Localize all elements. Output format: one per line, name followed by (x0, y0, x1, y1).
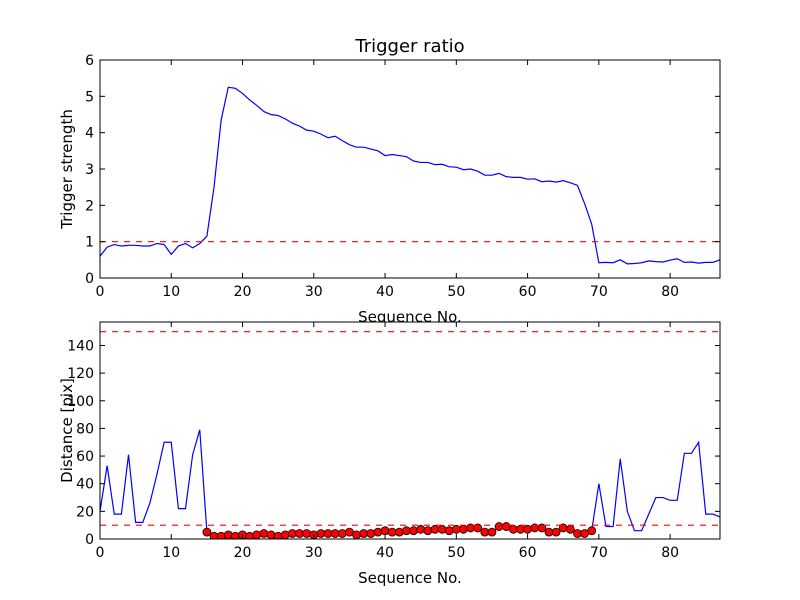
chart-2-data-point (259, 529, 269, 538)
chart-1-x-tick-label: 80 (661, 284, 679, 300)
chart-2-data-point (280, 530, 290, 539)
chart-2-data-point (459, 524, 468, 534)
chart-2-data-point (380, 526, 390, 536)
chart-1-y-tick-label: 0 (85, 271, 94, 287)
chart-1-x-tick-label: 20 (234, 284, 252, 300)
chart-2-data-point (266, 530, 276, 539)
chart-1-x-tick-label: 60 (519, 284, 537, 300)
chart-1-y-tick-label: 3 (85, 162, 94, 178)
chart-2-x-tick-label: 10 (162, 545, 180, 561)
chart-2-data-point (537, 523, 547, 533)
chart-2-x-tick-label: 0 (96, 545, 105, 561)
chart-1-plot-area (100, 60, 720, 278)
chart-1-y-tick-label: 1 (85, 235, 94, 251)
chart-2-x-tick-label: 20 (234, 545, 252, 561)
chart-2-y-tick-label: 0 (85, 532, 94, 548)
chart-2-data-point (587, 526, 597, 536)
chart-1-y-tick-label: 5 (85, 89, 94, 105)
chart-2-x-tick-label: 40 (376, 545, 394, 561)
chart-2-y-tick-label: 60 (76, 449, 94, 465)
chart-1-y-tick-label: 2 (85, 198, 94, 214)
chart-1-x-tick-label: 70 (590, 284, 608, 300)
chart-2-data-point (252, 530, 262, 539)
chart-2-data-point (523, 524, 532, 534)
chart-2-y-tick-label: 80 (76, 421, 94, 437)
chart-2-data-point (437, 524, 447, 534)
chart-1-x-tick-label: 10 (162, 284, 180, 300)
chart-2-data-point (373, 527, 383, 537)
chart-2-x-tick-label: 50 (447, 545, 465, 561)
chart-1-y-tick-label: 4 (85, 126, 94, 142)
chart-2-data-point (394, 527, 404, 537)
chart-2-data-point (366, 529, 376, 538)
chart-2-frame (99, 321, 721, 540)
chart-1-series-group (100, 86, 720, 265)
chart-2-y-tick-label: 100 (67, 394, 94, 410)
chart-2-x-axis-label: Sequence No. (358, 569, 462, 587)
chart-2-y-tick-label: 120 (67, 366, 94, 382)
chart-2-plot-area (100, 322, 720, 539)
chart-1-y-axis-label: Trigger strength (58, 109, 76, 230)
chart-2: 0 10 20 30 40 50 60 70 80 0 20 40 60 80 100 120 140 Seque… (58, 321, 721, 587)
chart-2-data-point (551, 527, 561, 537)
chart-2-y-tick-label: 140 (67, 338, 94, 354)
chart-2-y-tick-label: 20 (76, 504, 94, 520)
chart-2-data-point (337, 529, 347, 538)
chart-2-data-point (423, 526, 433, 536)
chart-2-data-point (565, 524, 575, 534)
chart-2-x-tick-label: 80 (661, 545, 679, 561)
chart-2-data-point (444, 526, 454, 536)
chart-2-data-point (223, 530, 233, 539)
chart-2-data-point (302, 529, 312, 538)
chart-1-title: Trigger ratio (354, 36, 464, 57)
chart-1-x-tick-label: 0 (96, 284, 105, 300)
chart-2-data-point (416, 524, 426, 534)
chart-2-data-point (487, 527, 497, 537)
chart-2-data-point (202, 527, 212, 537)
chart-1-y-tick-label: 6 (85, 53, 94, 69)
chart-2-data-point (473, 523, 483, 533)
chart-2-data-point (352, 530, 361, 539)
chart-1-series-line (100, 86, 720, 265)
chart-1-x-tick-label: 40 (376, 284, 394, 300)
chart-2-series-group (100, 331, 720, 539)
chart-2-data-point (409, 526, 418, 536)
chart-2-x-tick-label: 70 (590, 545, 608, 561)
charts-layer: 0 10 20 30 40 50 60 70 80 0 1 2 3 4 5 6 Sequence No. Trig… (58, 36, 721, 587)
chart-2-series-2-markers (202, 522, 597, 539)
chart-1-x-tick-label: 30 (305, 284, 323, 300)
chart-1-x-tick-label: 50 (447, 284, 465, 300)
chart-2-y-tick-label: 40 (76, 477, 94, 493)
chart-2-x-tick-label: 60 (519, 545, 537, 561)
chart-2-y-axis-label: Distance [pix] (58, 378, 76, 483)
chart-2-x-tick-label: 30 (305, 545, 323, 561)
